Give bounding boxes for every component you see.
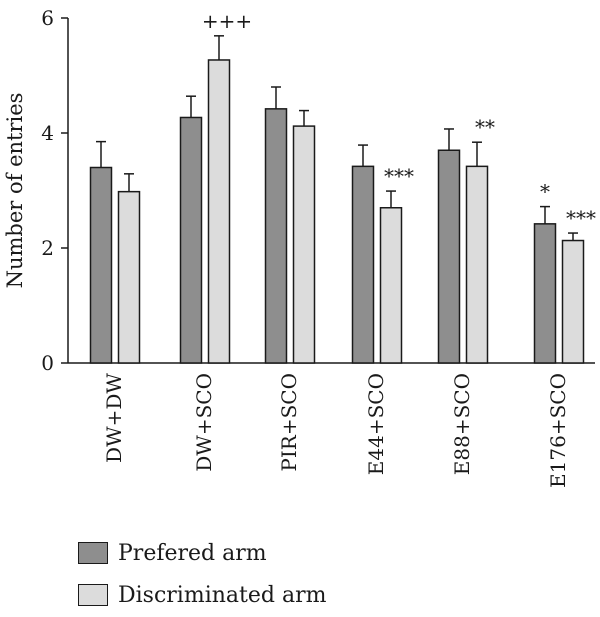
category-label: DW+SCO: [192, 373, 216, 472]
significance-label: +++: [202, 9, 252, 33]
significance-label: ***: [384, 164, 414, 188]
labels: 0 2 4 6 Number of entries DW+DW +++ DW+SCO PIR+S…: [3, 6, 596, 488]
legend-swatch-prefered: [78, 542, 108, 564]
bar: [89, 166, 113, 364]
category-label: E88+SCO: [450, 373, 474, 475]
bar: [264, 108, 288, 364]
y-tick-label: 0: [41, 351, 54, 375]
y-tick-label: 6: [41, 6, 54, 30]
bar: [179, 116, 203, 364]
legend-item-prefered: Prefered arm: [78, 532, 326, 574]
bar: [561, 239, 585, 364]
legend-swatch-discriminated: [78, 584, 108, 606]
axes: [61, 17, 595, 364]
bar: [437, 149, 461, 364]
bar: [117, 190, 141, 364]
y-tick-label: 2: [41, 236, 54, 260]
legend: Prefered arm Discriminated arm: [78, 532, 326, 616]
significance-label: ***: [566, 206, 596, 230]
bar: [292, 125, 316, 364]
bar: [465, 165, 489, 364]
bar: [207, 59, 231, 364]
category-label: E176+SCO: [546, 373, 570, 488]
bar: [533, 223, 557, 364]
y-tick-label: 4: [41, 121, 54, 145]
bar: [379, 207, 403, 364]
bar: [351, 165, 375, 364]
category-label: PIR+SCO: [277, 373, 301, 472]
significance-label: **: [475, 115, 495, 139]
legend-label-discriminated: Discriminated arm: [118, 582, 327, 608]
significance-label: *: [540, 180, 550, 204]
legend-item-discriminated: Discriminated arm: [78, 574, 326, 616]
bars: [89, 35, 585, 364]
legend-label-prefered: Prefered arm: [118, 540, 267, 566]
category-label: DW+DW: [102, 373, 126, 463]
category-label: E44+SCO: [364, 373, 388, 475]
y-axis-label: Number of entries: [3, 93, 27, 289]
